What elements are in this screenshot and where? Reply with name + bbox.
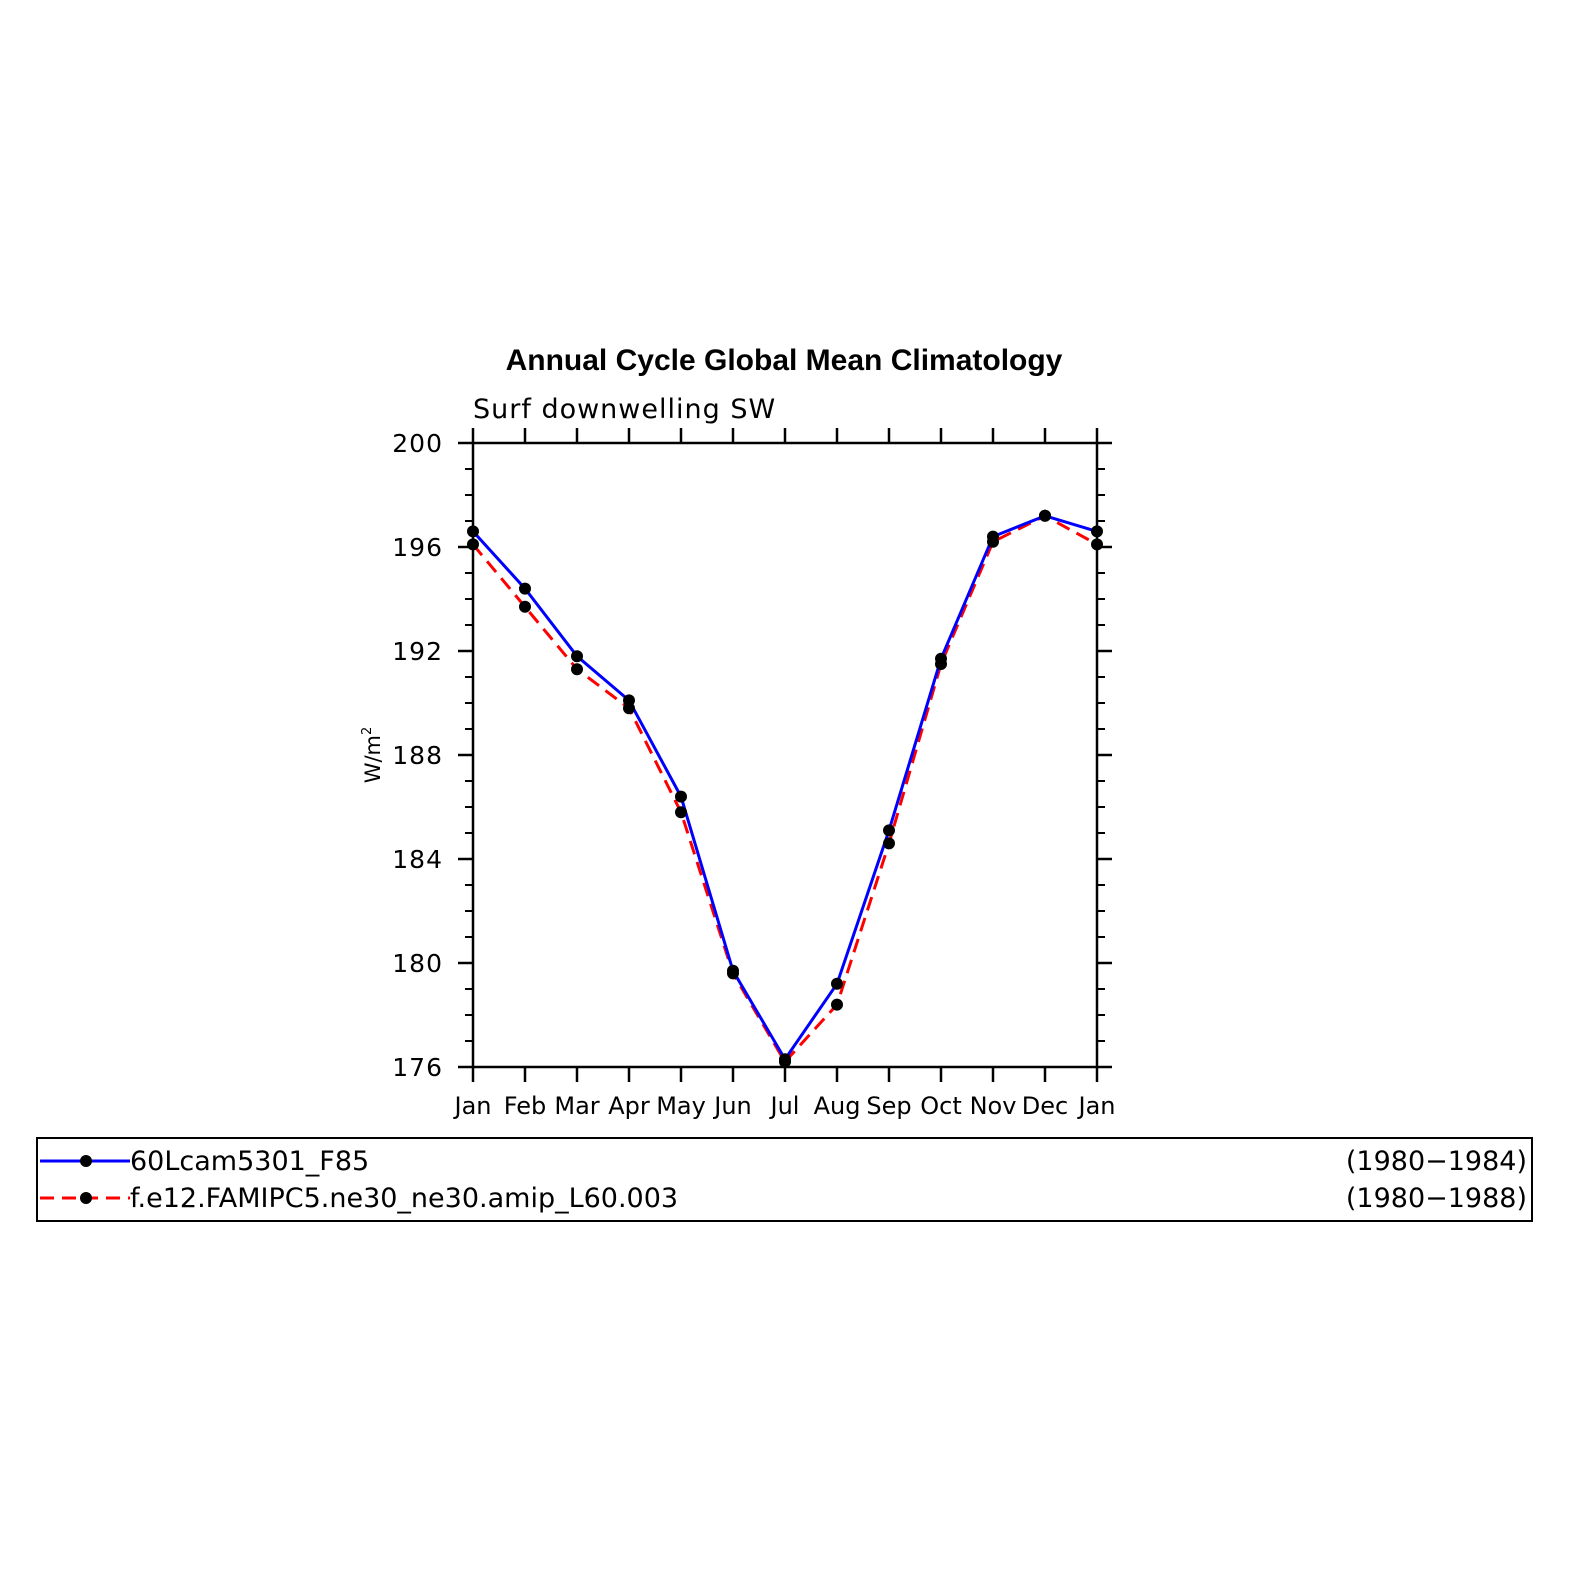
x-tick-label: Jan [453, 1092, 492, 1120]
data-point [935, 652, 947, 665]
x-tick-label: Jul [769, 1092, 800, 1120]
legend-marker [80, 1192, 92, 1204]
series-line [471, 514, 1098, 1062]
y-tick-label: 196 [392, 533, 443, 562]
legend-series-name: f.e12.FAMIPC5.ne30_ne30.amip_L60.003 [130, 1183, 678, 1214]
data-point [467, 525, 479, 538]
series-line [471, 514, 1098, 1065]
x-tick-label: Aug [814, 1092, 861, 1120]
data-point [571, 650, 583, 663]
x-tick-label: Mar [554, 1092, 599, 1120]
x-tick-label: Jun [712, 1092, 752, 1120]
data-point [727, 964, 739, 977]
legend-box [36, 1137, 1533, 1222]
data-point [779, 1053, 791, 1066]
data-point [675, 790, 687, 803]
legend-series-period: (1980−1988) [1346, 1183, 1527, 1214]
x-tick-label: Dec [1022, 1092, 1068, 1120]
data-point [519, 600, 531, 613]
y-tick-label: 184 [392, 845, 443, 874]
data-point [519, 582, 531, 595]
chart-title: Annual Cycle Global Mean Climatology [506, 344, 1063, 377]
y-axis-label-superscript: 2 [360, 727, 375, 735]
x-tick-label: May [656, 1092, 706, 1120]
data-point [1039, 509, 1051, 522]
data-point [883, 824, 895, 837]
y-tick-label: 180 [392, 949, 443, 978]
x-tick-label: Sep [866, 1092, 911, 1120]
data-point [831, 977, 843, 990]
data-point [571, 663, 583, 676]
data-point [675, 806, 687, 819]
x-tick-label: Nov [970, 1092, 1017, 1120]
legend: 60Lcam5301_F85 (1980−1984) f.e12.FAMIPC5.n… [36, 1137, 1533, 1222]
data-point [883, 837, 895, 850]
y-tick-label: 188 [392, 741, 443, 770]
data-point [831, 998, 843, 1011]
x-tick-label: Feb [504, 1092, 547, 1120]
data-point [623, 694, 635, 707]
chart-subtitle: Surf downwelling SW [473, 394, 776, 425]
series-layer [467, 509, 1103, 1068]
data-point [467, 538, 479, 551]
x-tick-label: Jan [1077, 1092, 1116, 1120]
legend-series-name: 60Lcam5301_F85 [130, 1146, 369, 1177]
y-axis-label: W/m2 [360, 727, 385, 784]
data-point [1091, 525, 1103, 538]
x-tick-label: Apr [608, 1092, 650, 1120]
svg-text:W/m2: W/m2 [360, 727, 385, 784]
data-point [987, 530, 999, 543]
y-tick-label: 176 [392, 1053, 443, 1082]
x-tick-label: Oct [920, 1092, 962, 1120]
y-axis-label-text: W/m [361, 735, 385, 783]
y-tick-label: 192 [392, 637, 443, 666]
y-tick-label: 200 [392, 429, 443, 458]
legend-series-period: (1980−1984) [1346, 1146, 1527, 1177]
data-point [1091, 538, 1103, 551]
ticks-layer: 176 180 184 188 192 196 200 Jan Feb Mar Apr May Jun J… [392, 428, 1116, 1120]
legend-marker [80, 1155, 92, 1167]
